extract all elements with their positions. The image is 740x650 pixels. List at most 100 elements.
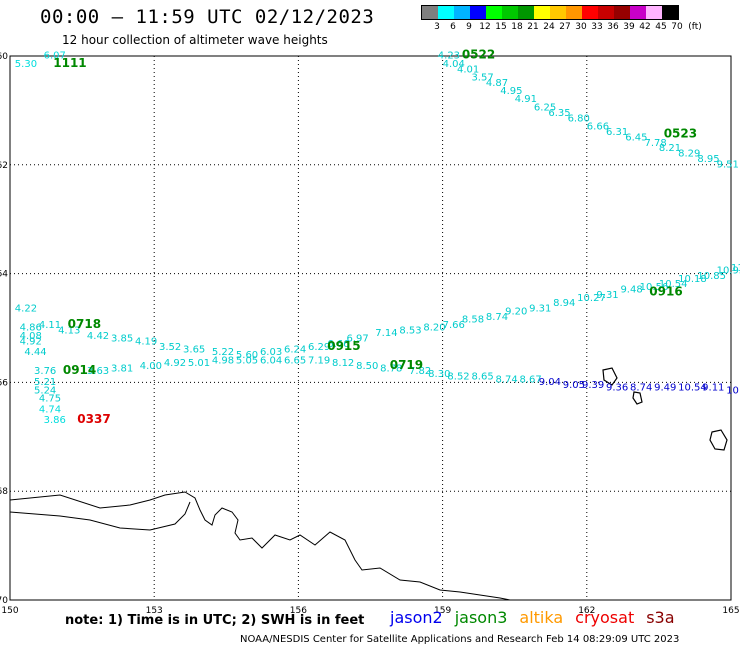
wave-height-value: 8.29 — [678, 149, 700, 160]
wave-height-value: 6.04 — [260, 355, 282, 366]
wave-height-value: 8.74 — [495, 374, 517, 385]
lon-tick-label: 156 — [290, 606, 307, 616]
wave-height-value: 8.74 — [486, 312, 508, 323]
wave-height-value: 4.44 — [24, 347, 46, 358]
wave-height-value: 7.19 — [308, 355, 330, 366]
wave-height-value: 6.31 — [606, 127, 628, 138]
wave-height-value: 7.82 — [409, 366, 431, 377]
wave-height-value: 3.85 — [111, 334, 133, 345]
legend-color-bar — [421, 5, 679, 20]
wave-height-value: 8.53 — [399, 325, 421, 336]
wave-height-value: 4.98 — [212, 355, 234, 366]
wave-height-value: 4.87 — [486, 78, 508, 89]
lon-tick-label: 159 — [434, 606, 451, 616]
wave-height-value: 8.30 — [428, 369, 450, 380]
lat-tick-label: -62 — [0, 161, 8, 171]
legend-label: 36 — [607, 22, 619, 32]
wave-height-value: 10.27 — [577, 293, 606, 304]
legend-swatch — [518, 6, 534, 19]
wave-height-value: 4.13 — [58, 325, 80, 336]
wave-height-value: 8.52 — [447, 372, 469, 383]
legend-label: 39 — [623, 22, 635, 32]
wave-height-value: 4.92 — [164, 358, 186, 369]
legend-label: 3 — [434, 22, 440, 32]
legend-label: 45 — [655, 22, 667, 32]
wave-height-value: 3.76 — [34, 366, 56, 377]
legend-labels: 3 6 9 12 15 18 21 24 27 30 33 36 39 42 45 70 (ft) — [421, 20, 702, 34]
wave-height-value: 11.99 — [731, 263, 740, 274]
wave-height-value: 6.03 — [260, 347, 282, 358]
legend-label: 33 — [591, 22, 603, 32]
wave-height-value: 8.67 — [520, 374, 542, 385]
wave-height-value: 9.39 — [582, 380, 604, 391]
wave-height-value: 5.21 — [34, 377, 56, 388]
legend-label: 30 — [575, 22, 587, 32]
wave-height-value: 10.56 — [640, 282, 669, 293]
lat-tick-label: -68 — [0, 487, 8, 497]
satellite-legend: jason2 jason3 altika cryosat s3a — [390, 608, 687, 627]
satellite-name-cryosat: cryosat — [575, 608, 635, 627]
map-title: 00:00 – 11:59 UTC 02/12/2023 — [40, 6, 375, 28]
wave-height-value: 4.11 — [39, 320, 61, 331]
wave-height-value: 3.86 — [44, 415, 66, 426]
wave-height-value: 4.22 — [15, 304, 37, 315]
legend-swatch — [662, 6, 678, 19]
wave-height-value: 4.42 — [87, 331, 109, 342]
wave-height-value: 8.21 — [659, 143, 681, 154]
pass-time-label: 0337 — [77, 412, 110, 426]
wave-height-value: 10.54 — [678, 383, 707, 394]
wave-height-value: 6.35 — [548, 108, 570, 119]
wave-height-value: 10 — [726, 385, 739, 396]
wave-height-value: 3.52 — [159, 342, 181, 353]
map-subtitle: 12 hour collection of altimeter wave hei… — [62, 33, 328, 47]
legend-label: 15 — [495, 22, 507, 32]
wave-height-value: 6.29 — [308, 342, 330, 353]
wave-height-value: 4.74 — [39, 404, 61, 415]
wave-height-value: 10.54 — [659, 279, 688, 290]
island-outline — [632, 391, 643, 405]
wave-height-value: 8.12 — [332, 358, 354, 369]
ice-shelf-edge — [9, 501, 191, 531]
wave-height-value: 9.04 — [539, 377, 561, 388]
lat-tick-label: -70 — [0, 596, 8, 606]
wave-height-value: 4.92 — [20, 336, 42, 347]
wave-height-value: 5.22 — [212, 347, 234, 358]
legend-swatch — [566, 6, 582, 19]
wave-height-value: 7.78 — [644, 138, 666, 149]
satellite-name-jason3: jason3 — [454, 608, 508, 627]
legend-swatch — [598, 6, 614, 19]
wave-height-value: 6.45 — [625, 132, 647, 143]
wave-height-value: 9.31 — [529, 304, 551, 315]
wave-height-value: 4.86 — [20, 323, 42, 334]
wave-height-value: 3.81 — [111, 364, 133, 375]
lat-tick-label: -66 — [0, 378, 8, 388]
legend-label: 6 — [450, 22, 456, 32]
wave-height-value: 8.58 — [462, 315, 484, 326]
wave-height-value: 4.04 — [443, 59, 465, 70]
legend-label: 18 — [511, 22, 523, 32]
wave-height-value: 6.97 — [346, 334, 368, 345]
legend-label: 12 — [479, 22, 491, 32]
island-outline — [602, 367, 618, 386]
wave-height-value: 4.23 — [438, 51, 460, 62]
wave-height-value: 10.18 — [678, 274, 707, 285]
wave-height-value: 6.65 — [284, 355, 306, 366]
lat-tick-label: -60 — [0, 52, 8, 62]
pass-time-label: 0916 — [649, 284, 682, 298]
satellite-name-jason2: jason2 — [390, 608, 443, 627]
satellite-name-altika: altika — [519, 608, 564, 627]
legend-swatch — [614, 6, 630, 19]
legend-label: 24 — [543, 22, 555, 32]
legend-swatch — [630, 6, 646, 19]
pass-time-label: 0915 — [327, 339, 360, 353]
wave-height-value: 9.48 — [620, 285, 642, 296]
legend-swatch — [438, 6, 454, 19]
legend-swatch — [534, 6, 550, 19]
wave-height-value: 8.50 — [356, 361, 378, 372]
pass-time-label: 0719 — [390, 358, 423, 372]
wave-height-value: 9.36 — [606, 383, 628, 394]
antarctic-coastline — [9, 491, 511, 601]
wave-height-value: 7.66 — [443, 320, 465, 331]
wave-height-value: 4.19 — [135, 336, 157, 347]
legend-swatch — [502, 6, 518, 19]
